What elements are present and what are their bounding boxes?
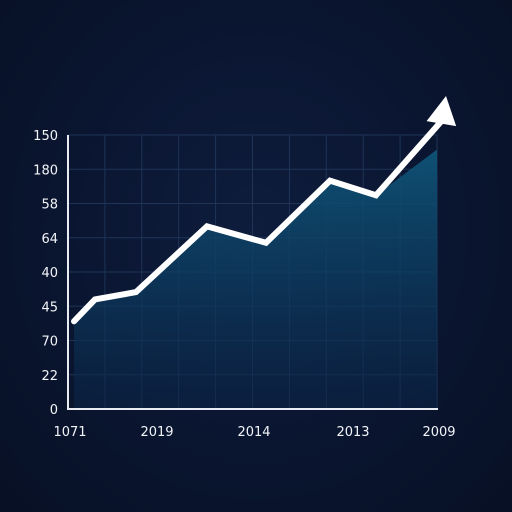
y-tick-label: 40 xyxy=(41,266,58,281)
y-tick-label: 180 xyxy=(33,163,58,178)
y-axis-ticks: 150 180 58 64 40 45 70 22 0 xyxy=(33,129,58,418)
y-tick-label: 0 xyxy=(50,403,58,418)
x-tick-label: 1071 xyxy=(53,425,86,440)
x-tick-label: 2013 xyxy=(336,425,369,440)
x-tick-label: 2019 xyxy=(140,425,173,440)
y-tick-label: 70 xyxy=(41,335,58,350)
area-fill xyxy=(74,149,437,409)
y-tick-label: 150 xyxy=(33,129,58,144)
axes xyxy=(67,135,438,410)
y-tick-label: 58 xyxy=(41,198,58,213)
y-tick-label: 45 xyxy=(41,300,58,315)
y-tick-label: 22 xyxy=(41,369,58,384)
y-tick-label: 64 xyxy=(41,232,58,247)
series-line xyxy=(71,117,445,325)
x-axis-ticks: 1071 2019 2014 2013 2009 xyxy=(53,425,455,440)
x-tick-label: 2014 xyxy=(237,425,270,440)
trend-arrow-icon xyxy=(426,96,457,127)
x-tick-label: 2009 xyxy=(422,425,455,440)
